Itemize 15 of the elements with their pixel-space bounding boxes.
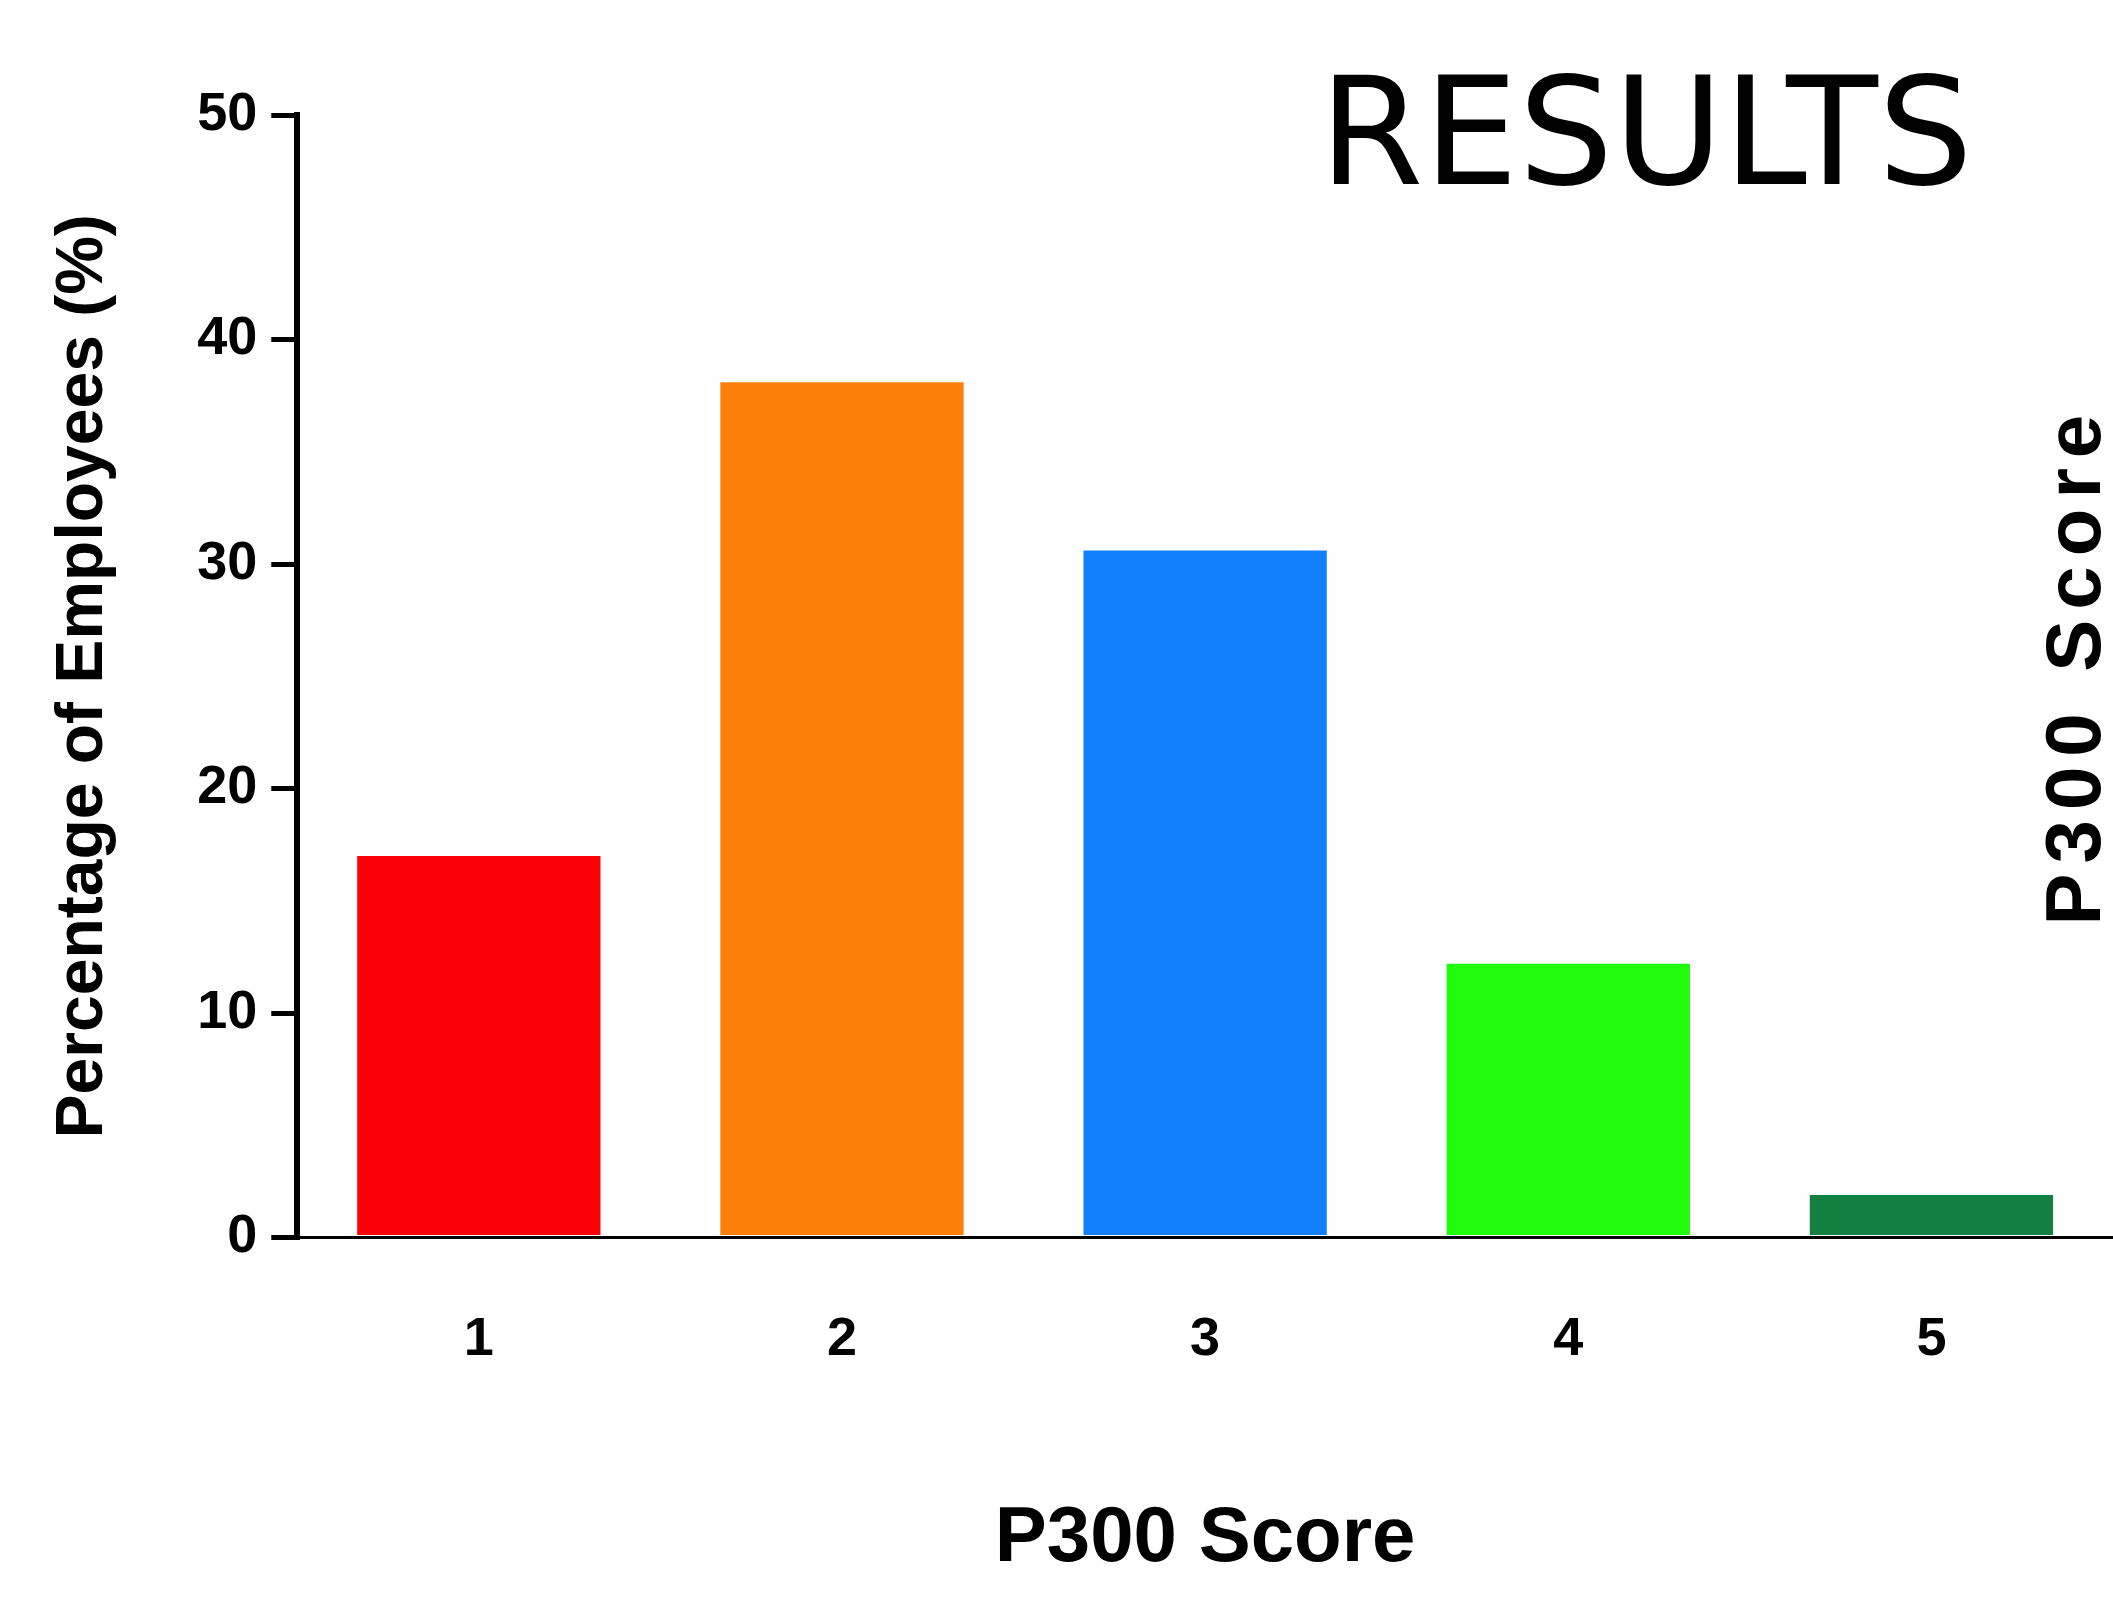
x-tick-label: 1 [463,1305,494,1366]
y-tick-label: 40 [197,305,258,366]
annotation: P300 Score [2027,404,2113,926]
y-tick-label: 10 [197,978,258,1039]
x-tick-label: 3 [1190,1305,1221,1366]
y-axis-title: Percentage of Employees (%) [41,214,116,1139]
y-tick-label: 30 [197,529,258,590]
chart-title: RESULTS [1319,45,1973,219]
y-tick-label: 0 [227,1203,258,1264]
x-tick-label: 4 [1553,1305,1584,1366]
y-tick-label: 50 [197,80,258,141]
x-axis-title: P300 Score [994,1489,1416,1578]
x-tick-label: 5 [1916,1305,1947,1366]
x-tick-label: 2 [826,1305,858,1366]
y-tick-label: 20 [197,754,258,815]
